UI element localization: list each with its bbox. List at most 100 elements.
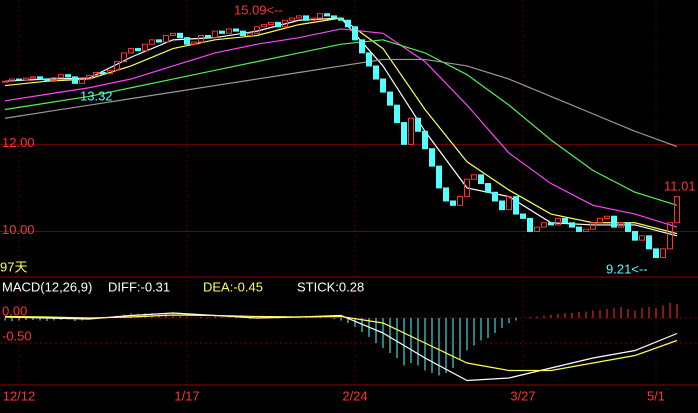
candle bbox=[79, 78, 85, 84]
candle bbox=[373, 65, 379, 80]
candle bbox=[191, 41, 197, 45]
candle bbox=[415, 117, 421, 132]
candle bbox=[86, 75, 92, 80]
candle bbox=[408, 117, 414, 145]
candle bbox=[450, 200, 456, 206]
candle bbox=[562, 217, 568, 224]
candle bbox=[2, 80, 8, 83]
y-tick-label: -0.50 bbox=[2, 328, 32, 343]
x-tick-label: 3/27 bbox=[510, 388, 535, 403]
y-tick-label: 0.00 bbox=[2, 303, 27, 318]
candle bbox=[240, 30, 246, 36]
candle bbox=[429, 148, 435, 167]
high-annotation: 15.09<-- bbox=[234, 2, 283, 17]
low-annotation: 13.32 bbox=[80, 88, 113, 103]
candle bbox=[499, 200, 505, 211]
candle bbox=[597, 217, 603, 224]
candle bbox=[135, 48, 141, 52]
stick-label: STICK:0.28 bbox=[297, 279, 364, 294]
candle bbox=[527, 217, 533, 232]
last-annotation: 11.01 bbox=[664, 178, 696, 193]
candle bbox=[100, 72, 106, 75]
candle bbox=[303, 15, 309, 21]
candle bbox=[366, 52, 372, 67]
candle bbox=[107, 69, 113, 75]
indicator-line bbox=[4, 58, 678, 148]
x-tick-label: 5/1 bbox=[647, 388, 665, 403]
candle bbox=[632, 230, 638, 241]
candle bbox=[205, 34, 211, 39]
candle bbox=[247, 32, 253, 36]
candle bbox=[611, 215, 617, 228]
candle bbox=[345, 19, 351, 28]
plot: 12.00 10.00 12/12 1/17 2/24 3/27 5/1 0.00 -0.50 bbox=[0, 0, 698, 403]
candle bbox=[436, 165, 442, 189]
candle bbox=[604, 215, 610, 219]
candle bbox=[338, 17, 344, 21]
indicator-line bbox=[4, 17, 678, 235]
candle bbox=[289, 17, 295, 21]
candle bbox=[667, 222, 673, 250]
candle bbox=[233, 28, 239, 32]
candle bbox=[660, 248, 666, 259]
candle bbox=[618, 222, 624, 228]
candle bbox=[184, 37, 190, 45]
candle bbox=[282, 19, 288, 28]
diff-label: DIFF:-0.31 bbox=[108, 279, 170, 294]
candle bbox=[317, 13, 323, 19]
candle bbox=[653, 248, 659, 259]
candle bbox=[443, 187, 449, 202]
x-tick-label: 12/12 bbox=[3, 388, 36, 403]
candle bbox=[226, 28, 232, 34]
indicator-line bbox=[4, 39, 678, 206]
candle bbox=[506, 196, 512, 211]
indicator-line bbox=[4, 28, 678, 228]
candle bbox=[457, 196, 463, 206]
candle bbox=[422, 130, 428, 150]
candle bbox=[9, 78, 15, 82]
candle bbox=[576, 226, 582, 232]
candle bbox=[352, 26, 358, 41]
x-tick-label: 2/24 bbox=[342, 388, 367, 403]
candle bbox=[639, 235, 645, 241]
candle bbox=[72, 76, 78, 84]
candle bbox=[548, 222, 554, 226]
candle bbox=[198, 34, 204, 43]
candle bbox=[268, 21, 274, 26]
candle bbox=[261, 24, 267, 28]
candle bbox=[275, 21, 281, 28]
candle bbox=[121, 52, 127, 63]
candle bbox=[324, 13, 330, 17]
candle bbox=[51, 77, 57, 81]
candle bbox=[646, 235, 652, 250]
candle bbox=[478, 174, 484, 185]
candle bbox=[534, 226, 540, 232]
y-tick-label: 10.00 bbox=[2, 222, 35, 237]
indicator-line bbox=[4, 312, 678, 382]
candle bbox=[590, 222, 596, 230]
candle bbox=[170, 32, 176, 36]
candle bbox=[296, 15, 302, 19]
candle bbox=[394, 104, 400, 124]
candle bbox=[464, 178, 470, 198]
candle bbox=[65, 74, 71, 78]
candle bbox=[492, 191, 498, 202]
candle bbox=[310, 17, 316, 21]
candle bbox=[520, 213, 526, 219]
y-tick-label: 12.00 bbox=[2, 135, 35, 150]
candle bbox=[674, 196, 680, 224]
candle bbox=[149, 39, 155, 45]
x-tick-label: 1/17 bbox=[174, 388, 199, 403]
candle bbox=[37, 76, 43, 80]
candle bbox=[569, 222, 575, 228]
candle bbox=[254, 26, 260, 34]
candle bbox=[380, 78, 386, 93]
candle bbox=[163, 34, 169, 43]
indicator-line bbox=[4, 17, 678, 237]
candle bbox=[114, 61, 120, 71]
candle bbox=[142, 43, 148, 52]
candle bbox=[58, 74, 64, 79]
candle bbox=[30, 76, 36, 79]
candle bbox=[555, 217, 561, 226]
